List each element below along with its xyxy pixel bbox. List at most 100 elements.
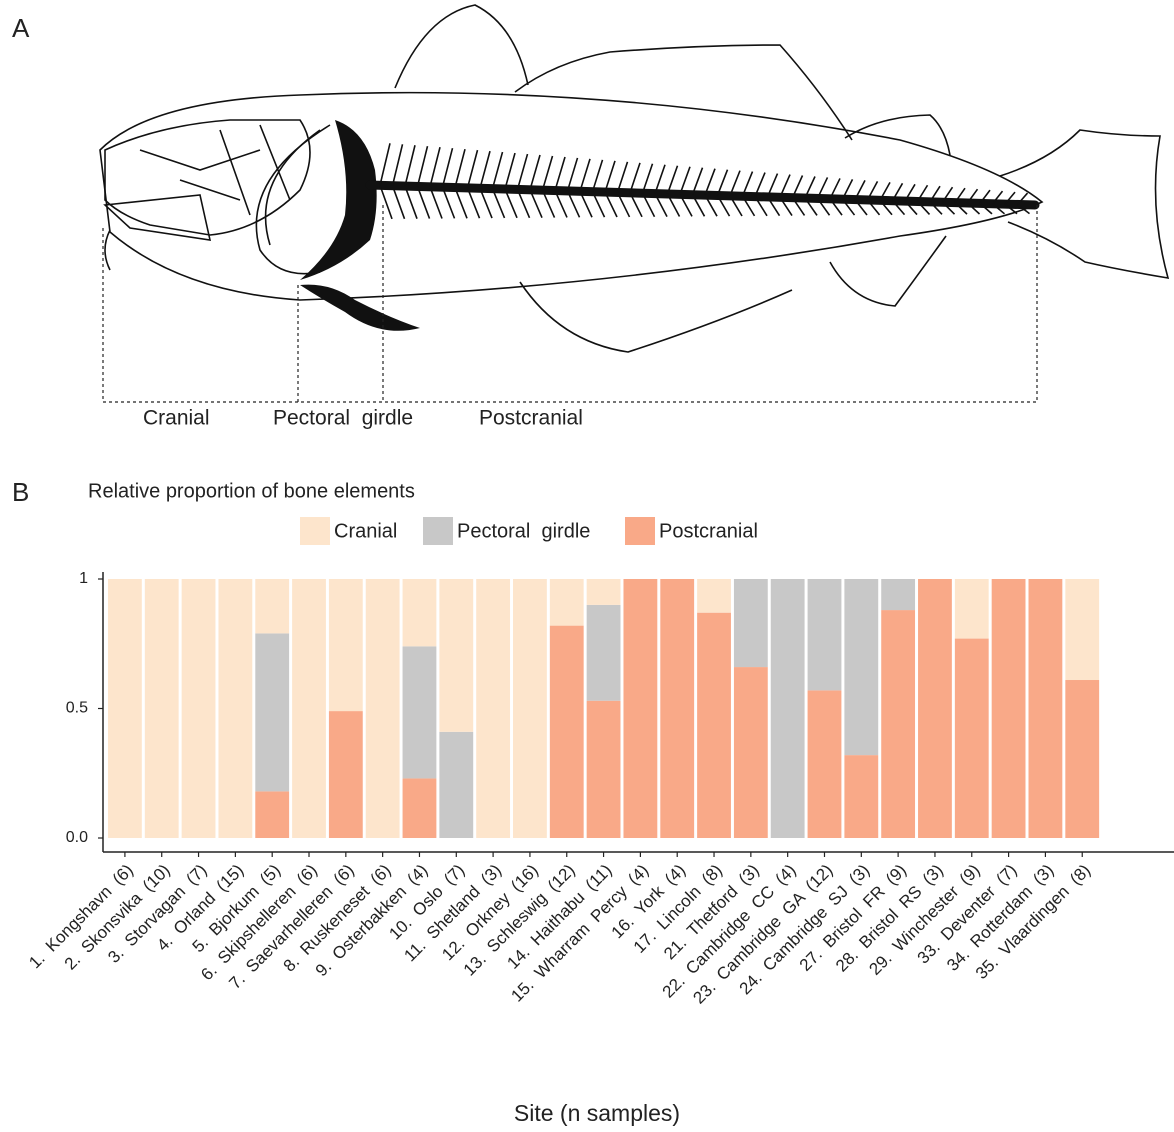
rib	[929, 185, 941, 203]
rib	[1004, 191, 1016, 205]
bar-segment	[549, 625, 584, 838]
rib	[854, 180, 866, 200]
rib	[754, 172, 766, 197]
rib	[916, 184, 929, 202]
rib	[541, 189, 556, 218]
bar-segment	[954, 579, 989, 639]
bar-segment	[881, 610, 916, 838]
rib	[816, 177, 829, 199]
rib	[579, 190, 593, 218]
bar-segment	[549, 579, 584, 626]
bar-segment	[918, 579, 952, 838]
fish-drawing	[99, 4, 1170, 403]
rib	[591, 159, 604, 192]
rib	[504, 188, 518, 219]
rib	[716, 195, 731, 217]
anal-fin	[829, 235, 947, 307]
bar-segment	[181, 579, 216, 838]
rib	[779, 196, 793, 217]
bar-segment	[844, 755, 879, 838]
rib	[379, 143, 391, 186]
bar-segment	[1028, 579, 1063, 838]
bar-segment	[733, 579, 768, 668]
x-axis-title: Site (n samples)	[514, 1100, 680, 1126]
rib	[1017, 203, 1030, 215]
rib	[954, 187, 966, 204]
rib	[729, 195, 743, 217]
rib	[454, 148, 466, 188]
rib	[866, 199, 881, 216]
rib	[791, 197, 806, 216]
rib	[741, 171, 754, 197]
dorsal-fin	[394, 4, 529, 89]
rib	[666, 193, 681, 217]
rib	[416, 186, 431, 219]
rib	[504, 152, 516, 190]
rib	[391, 185, 406, 220]
bar-segment	[697, 612, 731, 838]
rib	[516, 189, 531, 219]
rib	[491, 151, 504, 189]
bar-segment	[513, 579, 547, 838]
bar-segment	[255, 579, 290, 634]
rib	[941, 186, 954, 203]
bar-segment	[586, 700, 621, 838]
rib	[491, 188, 506, 219]
bar-segment	[660, 579, 695, 838]
rib	[716, 169, 729, 196]
bar-segment	[733, 667, 768, 838]
pectoral-girdle	[300, 120, 377, 280]
jaw	[103, 194, 212, 271]
rib	[441, 147, 454, 188]
rib	[466, 187, 481, 219]
rib	[829, 198, 843, 216]
rib	[941, 201, 956, 215]
bar-segment	[623, 579, 658, 838]
rib	[954, 202, 968, 215]
bar-segment	[108, 579, 142, 838]
chart-title: Relative proportion of bone elements	[88, 480, 415, 502]
rib	[629, 192, 643, 218]
legend-label: Cranial	[334, 520, 397, 542]
rib	[666, 165, 679, 195]
rib	[654, 193, 668, 217]
bar-segment	[476, 579, 511, 838]
rib	[791, 175, 804, 199]
rib	[804, 176, 816, 199]
pelvic-fin	[300, 284, 420, 331]
region-label: Pectoral girdle	[273, 407, 413, 430]
rib	[566, 157, 579, 192]
bar-segment	[1065, 579, 1100, 681]
rib	[916, 200, 931, 215]
skull-detail	[139, 124, 291, 216]
bar-segment	[402, 579, 437, 647]
rib	[529, 189, 543, 218]
y-tick-label: 1	[79, 570, 88, 587]
bar-segment	[586, 579, 621, 605]
rib	[929, 201, 943, 215]
rib	[604, 160, 616, 193]
bar-segment	[402, 778, 437, 838]
rib	[1016, 192, 1029, 206]
bar-segment	[807, 690, 842, 838]
bar-segment	[439, 579, 474, 732]
rib	[591, 191, 606, 218]
bar-segment	[586, 604, 621, 701]
rib	[541, 155, 554, 191]
rib	[604, 191, 618, 218]
rib	[904, 183, 916, 202]
rib	[841, 179, 854, 200]
rib	[479, 188, 493, 219]
rib	[554, 156, 566, 191]
bar-segment	[807, 579, 842, 691]
rib	[691, 167, 704, 195]
dorsal-fin	[514, 44, 853, 141]
rib	[641, 163, 654, 194]
rib	[704, 194, 718, 217]
bar-segment	[1065, 680, 1100, 838]
rib	[891, 182, 904, 202]
bar-segment	[954, 638, 989, 838]
panel-label: B	[12, 477, 29, 507]
rib	[991, 190, 1004, 205]
